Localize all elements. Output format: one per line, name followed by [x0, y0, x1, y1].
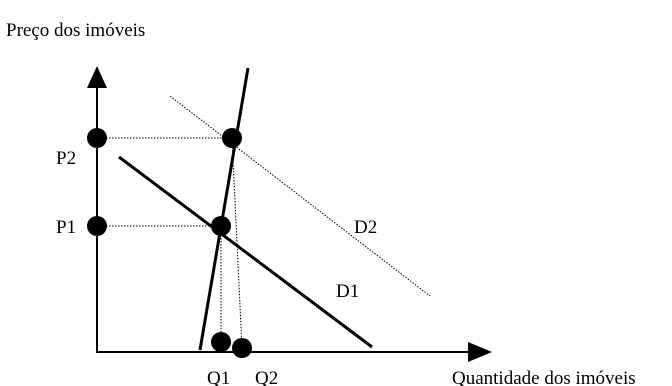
x-axis-title: Quantidade dos imóveis — [452, 368, 636, 386]
p2-axis-point — [87, 128, 107, 148]
q2-label: Q2 — [255, 368, 278, 386]
p2-label: P2 — [56, 148, 76, 169]
demand-curve-d1 — [118, 155, 373, 349]
p1-label: P1 — [56, 217, 76, 238]
equilibrium-point-2 — [222, 128, 242, 148]
q2-axis-point — [232, 338, 252, 358]
p1-axis-point — [87, 216, 107, 236]
q1-label: Q1 — [207, 368, 230, 386]
y-axis-title: Preço dos imóveis — [6, 20, 145, 41]
d2-label: D2 — [354, 217, 377, 238]
supply-curve — [198, 67, 250, 351]
q1-axis-point — [211, 332, 231, 352]
equilibrium-point-1 — [211, 216, 231, 236]
q2-guide-line — [231, 137, 243, 349]
d1-label: D1 — [336, 281, 359, 302]
y-axis-arrowhead-icon — [87, 66, 107, 88]
demand-curve-d2 — [169, 95, 431, 297]
x-axis-arrowhead-icon — [468, 342, 492, 362]
